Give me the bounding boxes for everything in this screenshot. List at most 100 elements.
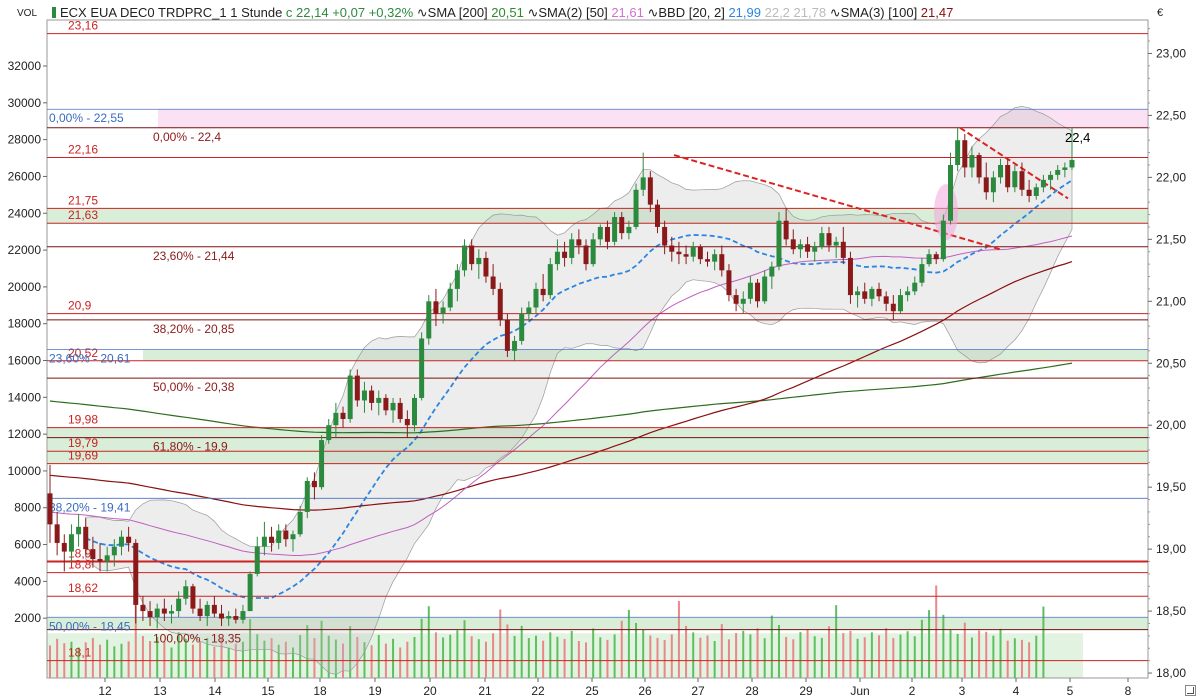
- candle-body: [361, 390, 367, 401]
- volume-bar: [56, 638, 59, 678]
- candle-body: [68, 534, 74, 552]
- candle-body: [211, 604, 217, 614]
- candle-body: [647, 177, 653, 205]
- volume-bar: [156, 636, 159, 678]
- volume-bar: [806, 629, 809, 678]
- retracement-label: 50,00% - 18,45: [49, 619, 131, 633]
- candle-body: [1005, 164, 1011, 188]
- volume-bar: [920, 619, 923, 678]
- candle-body: [183, 586, 189, 599]
- candle-body: [540, 288, 546, 296]
- candle-body: [612, 217, 618, 242]
- indicator-lower: 21,78: [794, 5, 830, 20]
- indicator-value: 21,61: [611, 5, 647, 20]
- sma-50-line: [49, 235, 1073, 556]
- time-tick-label: 14: [208, 684, 222, 698]
- fibonacci-label: 61,80% - 19,9: [153, 440, 228, 454]
- volume-bar: [727, 639, 730, 678]
- price-level-label: 18,62: [68, 581, 98, 595]
- volume-bar: [635, 622, 638, 678]
- candle-body: [626, 226, 632, 234]
- volume-bar: [828, 626, 831, 678]
- candle-body: [705, 259, 711, 262]
- volume-bar: [706, 635, 709, 678]
- candle-body: [1012, 171, 1018, 188]
- candle-body: [1048, 174, 1054, 180]
- volume-bar: [399, 647, 402, 678]
- candle-body: [390, 402, 396, 411]
- candle-body: [126, 536, 132, 543]
- candle-body: [333, 412, 339, 426]
- interval-label: 1 Stunde: [230, 5, 286, 20]
- candle-body: [454, 270, 460, 289]
- volume-bar: [434, 632, 437, 678]
- volume-tick-label: 14000: [8, 390, 42, 404]
- volume-bar: [420, 618, 423, 678]
- candle-body: [562, 251, 568, 258]
- volume-bar: [606, 639, 609, 678]
- volume-bar: [77, 647, 80, 678]
- volume-tick-label: 10000: [8, 464, 42, 478]
- candle-body: [1055, 169, 1061, 175]
- volume-bar: [999, 628, 1002, 678]
- candle-body: [376, 397, 382, 403]
- candle-body: [847, 257, 853, 296]
- candle-body: [969, 155, 975, 168]
- volume-tick-label: 4000: [14, 574, 41, 588]
- volume-bar: [220, 638, 223, 678]
- volume-bar: [820, 637, 823, 678]
- resize-handle-icon[interactable]: [1185, 685, 1196, 696]
- candle-body: [1069, 160, 1075, 168]
- candle-body: [926, 254, 932, 265]
- indicator-value: 21,99: [728, 5, 764, 20]
- volume-bar: [1028, 642, 1031, 678]
- volume-bar: [1035, 635, 1038, 678]
- candle-body: [576, 239, 582, 246]
- volume-bar: [206, 637, 209, 678]
- volume-bar: [263, 640, 266, 678]
- candle-body: [261, 536, 267, 547]
- candle-body: [304, 480, 310, 512]
- candle-body: [662, 226, 668, 246]
- price-level-label: 18,1: [68, 646, 92, 660]
- volume-bar: [549, 632, 552, 678]
- candle-body: [869, 288, 875, 299]
- fibonacci-label: 100,00% - 18,35: [153, 632, 241, 646]
- price-change-pct: +0,32%: [369, 5, 417, 20]
- price-tick-label: 18,00: [1156, 666, 1186, 680]
- volume-bar: [1013, 638, 1016, 678]
- last-price-label: 22,4: [1065, 130, 1090, 145]
- volume-bar: [542, 640, 545, 678]
- indicator-name: ∿BBD: [647, 5, 688, 20]
- volume-bar: [456, 630, 459, 678]
- candle-body: [983, 177, 989, 193]
- zone-green: [47, 427, 1148, 464]
- volume-bar: [49, 645, 51, 678]
- candle-body: [547, 264, 553, 296]
- candle-body: [319, 440, 325, 488]
- candle-body: [633, 189, 639, 227]
- candle-body: [533, 288, 539, 308]
- instrument-icon: [52, 7, 56, 18]
- volume-axis-title: VOL: [17, 8, 37, 19]
- candle-body: [247, 573, 253, 612]
- candle-body: [47, 493, 53, 525]
- candle-body: [397, 402, 403, 420]
- candle-body: [512, 340, 518, 351]
- candle-body: [990, 177, 996, 193]
- price-level-label: 19,79: [68, 436, 98, 450]
- close-price: c 22,14: [286, 5, 332, 20]
- candle-body: [819, 233, 825, 247]
- candle-body: [1062, 167, 1068, 170]
- volume-bar: [513, 635, 516, 678]
- candle-body: [826, 233, 832, 246]
- price-tick-label: 20,50: [1156, 356, 1186, 370]
- volume-bar: [241, 641, 244, 678]
- volume-bar: [313, 638, 316, 678]
- candle-body: [311, 480, 317, 488]
- volume-bar: [649, 635, 652, 678]
- candle-body: [76, 526, 82, 535]
- candle-body: [154, 608, 160, 618]
- candle-body: [554, 251, 560, 265]
